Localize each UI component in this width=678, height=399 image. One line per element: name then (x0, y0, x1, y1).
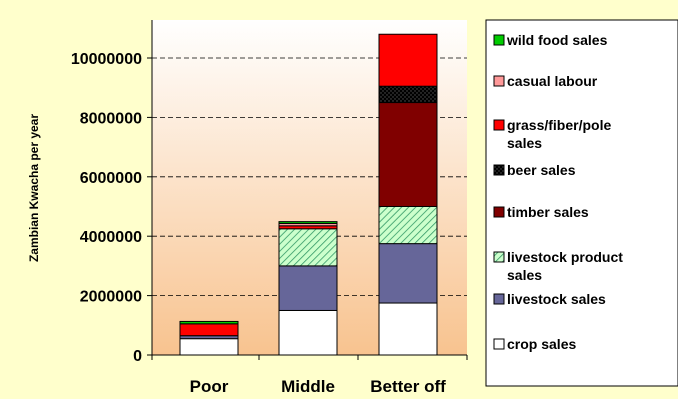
bar-segment-grass-fiber-pole-sales-poor (179, 323, 239, 337)
legend-item-livestock-sales: livestock sales (493, 291, 606, 307)
bar-segment-wild-food-sales-poor (179, 320, 239, 325)
y-axis-label: Zambian Kwacha per year (27, 114, 41, 262)
y-tick-label: 8000000 (80, 110, 142, 127)
bar-segment-grass-fiber-pole-sales-better-off (378, 33, 438, 87)
bar-segment-crop-sales-better-off (378, 302, 438, 356)
gridlines (152, 57, 467, 297)
bar-segment-livestock-sales-middle (278, 265, 338, 311)
legend-item-grass-fiber-pole-sales: grass/fiber/pole sales (493, 117, 611, 151)
bar-segment-timber-sales-better-off (378, 102, 438, 207)
legend-item-livestock-product-sales: livestock product sales (493, 249, 623, 283)
axes (147, 20, 468, 360)
legend-swatch-crop-sales (493, 338, 505, 350)
legend-swatch-beer-sales (493, 164, 505, 176)
bar-segment-livestock-sales-better-off (378, 243, 438, 304)
bar-segment-livestock-product-sales-better-off (378, 206, 438, 245)
category-label-middle: Middle (281, 377, 335, 396)
legend-item-beer-sales: beer sales (493, 162, 576, 178)
legend-swatch-grass-fiber-pole-sales (493, 119, 505, 131)
legend-label-casual-labour: casual labour (507, 73, 598, 89)
legend-box (485, 19, 678, 387)
y-tick-label: 6000000 (80, 170, 142, 187)
y-tick-labels: 0 2000000 4000000 6000000 8000000 10000000 (71, 51, 142, 365)
y-tick-label: 2000000 (80, 289, 142, 306)
bar-segment-beer-sales-better-off (378, 85, 438, 104)
legend-swatch-timber-sales (493, 206, 505, 218)
category-label-poor: Poor (190, 377, 229, 396)
legend-swatch-casual-labour (493, 75, 505, 87)
bar-segment-wild-food-sales-middle (278, 221, 338, 224)
legend-swatch-wild-food-sales (493, 34, 505, 46)
y-tick-label: 10000000 (71, 51, 142, 68)
category-label-better-off: Better off (370, 377, 446, 396)
legend-label-timber-sales: timber sales (507, 204, 589, 220)
y-tick-label: 4000000 (80, 229, 142, 246)
y-tick-label: 0 (133, 348, 142, 365)
legend: wild food sales casual labour grass/fiber/… (485, 19, 678, 387)
legend-item-wild-food-sales: wild food sales (493, 32, 608, 48)
legend-label-livestock-product-sales: livestock product sales (507, 249, 623, 283)
legend-item-timber-sales: timber sales (493, 204, 589, 220)
legend-swatch-livestock-product-sales (493, 251, 505, 263)
bar-segment-crop-sales-middle (278, 309, 338, 356)
bars (179, 33, 438, 356)
x-tick-labels: Poor Middle Better off (190, 377, 446, 396)
legend-swatch-livestock-sales (493, 293, 505, 305)
legend-label-beer-sales: beer sales (507, 162, 576, 178)
bar-segment-livestock-product-sales-middle (278, 228, 338, 267)
legend-label-crop-sales: crop sales (507, 336, 576, 352)
legend-item-crop-sales: crop sales (493, 336, 576, 352)
bar-segment-crop-sales-poor (179, 338, 239, 356)
legend-label-livestock-sales: livestock sales (507, 291, 606, 307)
legend-item-casual-labour: casual labour (493, 73, 598, 89)
legend-label-wild-food-sales: wild food sales (506, 32, 608, 48)
legend-label-grass-fiber-pole-sales: grass/fiber/pole sales (507, 117, 611, 151)
